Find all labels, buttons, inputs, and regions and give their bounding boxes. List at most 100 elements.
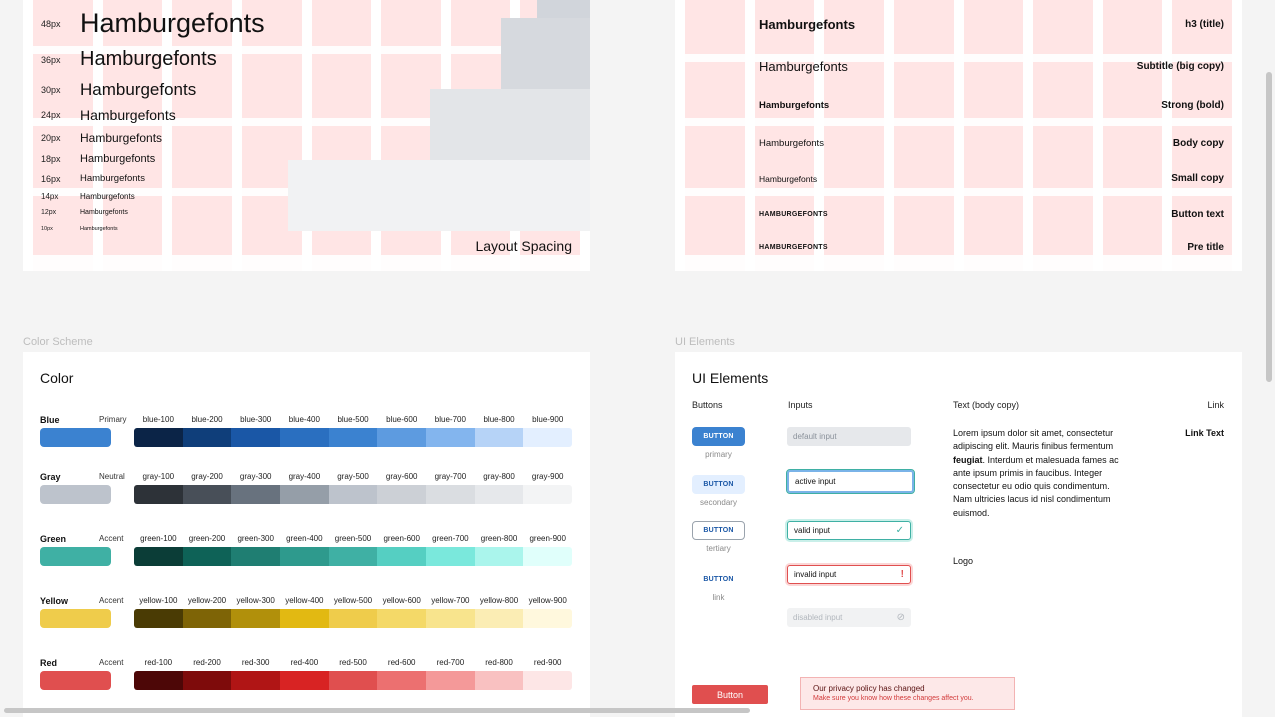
primary-button[interactable]: BUTTON: [692, 427, 745, 446]
shade-label: red-400: [290, 658, 319, 667]
style-sample: Hamburgefonts: [759, 138, 824, 149]
shade-label: blue-800: [483, 415, 515, 424]
shade-label: green-600: [383, 534, 420, 543]
shade-label: blue-400: [288, 415, 320, 424]
valid-input[interactable]: valid input ✓: [787, 521, 911, 540]
size-label: 48px: [41, 18, 61, 29]
size-label: 12px: [41, 209, 57, 216]
secondary-button[interactable]: BUTTON: [692, 475, 745, 494]
type-size-row: 12px Hamburgefonts: [41, 209, 128, 216]
shade-swatch: [280, 485, 329, 504]
shade-label: yellow-200: [187, 596, 227, 605]
shade-label: gray-100: [142, 472, 175, 481]
shade-swatch: [134, 671, 183, 690]
shade-label: blue-600: [386, 415, 418, 424]
shade-label: green-200: [188, 534, 226, 543]
shade-swatch: [134, 485, 183, 504]
shade-label: gray-200: [191, 472, 223, 481]
palette-name: Red: [40, 658, 58, 668]
shade-label: yellow-800: [479, 596, 519, 605]
size-label: 18px: [41, 154, 61, 164]
palette-name: Yellow: [40, 596, 69, 606]
layout-grid: [675, 0, 1242, 271]
shade-swatch: [328, 609, 378, 628]
palette-blue: Blue Primary blue-100 blue-200 blue-300 blu…: [40, 415, 572, 451]
shade-swatch: [426, 547, 475, 566]
shade-label: green-500: [334, 534, 372, 543]
main-swatch: [40, 428, 111, 447]
size-sample: Hamburgefonts: [80, 226, 118, 232]
type-size-row: 16px Hamburgefonts: [41, 173, 145, 184]
shade-label: blue-700: [434, 415, 466, 424]
style-sample: Hamburgefonts: [759, 100, 830, 111]
danger-button[interactable]: Button: [692, 685, 768, 704]
type-size-row: 36px Hamburgefonts: [41, 48, 217, 71]
type-styles-frame: Hamburgefonts h3 (title) Hamburgefonts Sub…: [675, 0, 1242, 271]
alert-title: Our privacy policy has changed: [813, 684, 925, 693]
size-sample: Hamburgefonts: [80, 48, 217, 70]
palette-role: Accent: [99, 596, 124, 605]
inputs-heading: Inputs: [788, 400, 813, 410]
invalid-input[interactable]: invalid input!: [787, 565, 911, 584]
vertical-scrollbar[interactable]: [1266, 72, 1272, 382]
link-button[interactable]: BUTTON: [703, 576, 734, 583]
shade-swatch: [426, 428, 475, 447]
text-heading: Text (body copy): [953, 400, 1020, 410]
input-value: default input: [793, 432, 837, 441]
style-sample: Hamburgefonts: [759, 17, 856, 32]
style-name: h3 (title): [1185, 19, 1224, 30]
size-label: 20px: [41, 133, 61, 143]
shade-swatch: [231, 485, 281, 504]
shade-swatch: [280, 671, 329, 690]
tertiary-button[interactable]: BUTTON: [692, 521, 745, 540]
body-text-bold: feugiat: [953, 454, 983, 465]
style-sample: HAMBURGEFONTS: [759, 244, 828, 251]
style-name: Subtitle (big copy): [1136, 61, 1224, 72]
shade-swatch: [182, 609, 232, 628]
shade-label: red-300: [241, 658, 270, 667]
shade-label: yellow-300: [236, 596, 275, 605]
active-input[interactable]: active input: [786, 469, 915, 494]
shade-swatch: [523, 609, 572, 628]
shade-swatch: [523, 428, 572, 447]
shade-swatch: [231, 428, 281, 447]
main-swatch: [40, 671, 111, 690]
palette-role: Primary: [99, 415, 127, 424]
size-sample: Hamburgefonts: [80, 192, 135, 201]
type-size-row: 14px Hamburgefonts: [41, 192, 135, 201]
type-style-row: Hamburgefonts Small copy: [759, 173, 1224, 184]
link-text[interactable]: Link Text: [1185, 428, 1224, 438]
style-name: Strong (bold): [1161, 100, 1224, 111]
type-size-row: 30px Hamburgefonts: [41, 80, 196, 100]
horizontal-scrollbar[interactable]: [4, 708, 750, 713]
size-sample: Hamburgefonts: [80, 107, 176, 123]
button-caption: link: [712, 593, 725, 602]
shade-label: yellow-100: [139, 596, 178, 605]
shade-label: gray-700: [434, 472, 467, 481]
shade-label: blue-200: [191, 415, 223, 424]
shade-label: green-700: [432, 534, 469, 543]
body-text-start: Lorem ipsum dolor sit amet, consectetur …: [953, 428, 1114, 452]
button-caption: secondary: [700, 498, 737, 507]
palette-role: Accent: [99, 534, 124, 543]
input-value: disabled input: [793, 613, 843, 622]
shade-swatch: [280, 547, 329, 566]
shade-swatch: [182, 671, 232, 690]
spacing-block-xl: [537, 0, 590, 18]
style-name: Pre title: [1187, 242, 1224, 253]
default-input[interactable]: default input: [787, 427, 911, 446]
shade-label: red-700: [436, 658, 465, 667]
shade-swatch: [134, 547, 183, 566]
shade-swatch: [377, 671, 427, 690]
shade-swatch: [474, 428, 524, 447]
shade-swatch: [474, 485, 524, 504]
shade-swatch: [182, 428, 232, 447]
shade-label: blue-900: [532, 415, 564, 424]
ui-elements-label: UI Elements: [675, 336, 735, 348]
style-name: Button text: [1171, 209, 1224, 220]
privacy-alert: Our privacy policy has changed Make sure…: [800, 677, 1015, 710]
shade-label: yellow-500: [333, 596, 373, 605]
shade-label: green-800: [480, 534, 518, 543]
type-style-row: Hamburgefonts h3 (title): [759, 17, 1224, 32]
palette-gray: Gray Neutral gray-100 gray-200 gray-300 gra…: [40, 472, 572, 508]
